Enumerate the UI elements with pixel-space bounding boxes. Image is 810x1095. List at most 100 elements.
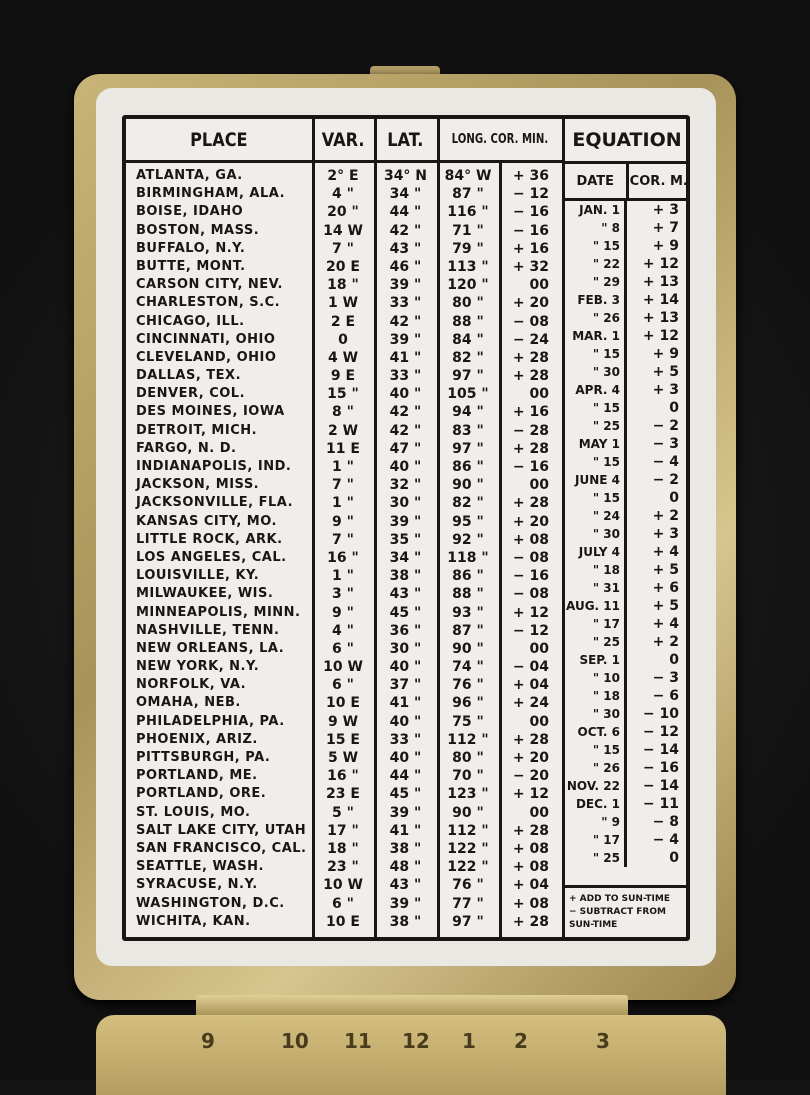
header-lat: LAT. (387, 128, 424, 151)
latitude: 39 " (389, 513, 422, 530)
latitude: 44 " (389, 768, 422, 785)
equation-row: APR. 4 + 3 (565, 381, 689, 399)
date: " 15 (565, 489, 627, 507)
correction-minutes: − 20 (512, 768, 549, 785)
correction-minutes: − 16 (512, 568, 549, 585)
variation: 0 (338, 331, 348, 348)
longitude: 76 " (452, 677, 484, 694)
longitude: 113 " (447, 258, 489, 275)
correction-minutes: − 16 (512, 459, 549, 475)
equation-row: JAN. 1 + 3 (565, 201, 689, 219)
equation-row: " 17 − 4 (565, 831, 689, 849)
place-name: PORTLAND, ME. (136, 768, 258, 784)
variation: 10 E (326, 695, 360, 712)
variation: 9 " (332, 513, 354, 530)
place-name: PORTLAND, ORE. (136, 786, 267, 802)
place-name: PITTSBURGH, PA. (136, 750, 271, 765)
correction-minutes: − 4 (652, 454, 679, 470)
latitude: 33 " (389, 295, 422, 312)
longitude: 84 " (452, 331, 484, 348)
place-name: MINNEAPOLIS, MINN. (136, 604, 301, 620)
correction-minutes: 00 (529, 477, 549, 494)
place-name: DES MOINES, IOWA (136, 404, 285, 420)
correction-minutes: + 7 (652, 220, 679, 236)
correction-minutes: + 2 (652, 634, 679, 650)
footnote-subtract: − SUBTRACT FROM SUN-TIME (569, 907, 666, 930)
longitude: 90 " (452, 477, 484, 494)
table-row: LITTLE ROCK, ARK. 7 " 35 " 92 " + 08 (126, 531, 560, 549)
correction-minutes: + 28 (512, 368, 549, 385)
table-row: JACKSON, MISS. 7 " 32 " 90 " 00 (126, 476, 560, 494)
correction-minutes: − 16 (642, 760, 679, 776)
latitude: 35 " (389, 531, 422, 548)
table-row: BUFFALO, N.Y. 7 " 43 " 79 " + 16 (126, 240, 560, 258)
correction-minutes: − 14 (642, 742, 679, 758)
table-row: ST. LOUIS, MO. 5 " 39 " 90 " 00 (126, 804, 560, 822)
latitude: 42 " (389, 313, 422, 330)
header-long-cor: LONG. COR. MIN. (451, 132, 548, 147)
correction-minutes: + 6 (652, 580, 679, 596)
equation-row: JULY 4 + 4 (565, 543, 689, 561)
correction-minutes: + 5 (652, 562, 679, 578)
equation-row: " 15 0 (565, 489, 689, 507)
correction-minutes: + 3 (652, 202, 679, 218)
date: " 25 (565, 633, 627, 651)
equation-row: " 9 − 8 (565, 813, 689, 831)
variation: 9 " (332, 604, 354, 621)
header-equation: EQUATION (565, 119, 689, 164)
longitude: 86 " (452, 459, 484, 475)
dial-hour-number: 3 (596, 1029, 610, 1053)
table-row: DETROIT, MICH. 2 W 42 " 83 " − 28 (126, 422, 560, 440)
longitude: 94 " (452, 404, 484, 421)
table-row: LOUISVILLE, KY. 1 " 38 " 86 " − 16 (126, 567, 560, 585)
place-name: BOSTON, MASS. (136, 222, 260, 238)
correction-minutes: 0 (669, 850, 679, 866)
place-name: MILWAUKEE, WIS. (136, 586, 274, 602)
correction-minutes: + 5 (652, 598, 679, 614)
longitude: 90 " (452, 804, 484, 821)
table-row: DENVER, COL. 15 " 40 " 105 " 00 (126, 385, 560, 403)
longitude: 112 " (447, 822, 489, 839)
table-row: NORFOLK, VA. 6 " 37 " 76 " + 04 (126, 676, 560, 694)
place-name: ATLANTA, GA. (136, 168, 243, 183)
equation-row: " 18 + 5 (565, 561, 689, 579)
variation: 4 W (327, 349, 359, 366)
hinge (196, 995, 628, 1017)
equation-row: " 15 + 9 (565, 237, 689, 255)
correction-minutes: − 8 (652, 814, 679, 830)
longitude: 82 " (452, 495, 484, 512)
variation: 7 " (332, 531, 354, 548)
date: JAN. 1 (565, 201, 627, 219)
place-name: OMAHA, NEB. (136, 695, 241, 711)
table-row: BIRMINGHAM, ALA. 4 " 34 " 87 " − 12 (126, 185, 560, 203)
divider (374, 119, 377, 937)
longitude: 118 " (447, 549, 489, 566)
correction-minutes: + 12 (512, 786, 549, 803)
latitude: 46 " (389, 258, 422, 275)
place-name: ST. LOUIS, MO. (136, 804, 251, 820)
longitude: 122 " (447, 859, 489, 876)
correction-minutes: − 12 (512, 186, 549, 203)
table-row: INDIANAPOLIS, IND. 1 " 40 " 86 " − 16 (126, 458, 560, 476)
longitude: 122 " (447, 840, 489, 857)
equation-row: " 30 − 10 (565, 705, 689, 723)
date: " 15 (565, 237, 627, 255)
variation: 14 W (323, 222, 363, 239)
date: " 18 (565, 687, 627, 705)
longitude: 92 " (452, 531, 484, 548)
table-row: LOS ANGELES, CAL. 16 " 34 " 118 " − 08 (126, 549, 560, 567)
table-row: NEW ORLEANS, LA. 6 " 30 " 90 " 00 (126, 640, 560, 658)
date: MAY 1 (565, 435, 627, 453)
date: " 18 (565, 561, 627, 579)
place-name: NEW YORK, N.Y. (136, 659, 260, 675)
place-name: INDIANAPOLIS, IND. (136, 459, 292, 474)
equation-row: " 26 − 16 (565, 759, 689, 777)
date: " 25 (565, 417, 627, 435)
equation-row: DEC. 1 − 11 (565, 795, 689, 813)
latitude: 43 " (389, 240, 422, 257)
date: AUG. 11 (565, 597, 627, 615)
place-name: JACKSON, MISS. (136, 477, 260, 493)
variation: 20 E (326, 258, 360, 275)
table-row: DES MOINES, IOWA 8 " 42 " 94 " + 16 (126, 403, 560, 421)
date: MAR. 1 (565, 327, 627, 345)
